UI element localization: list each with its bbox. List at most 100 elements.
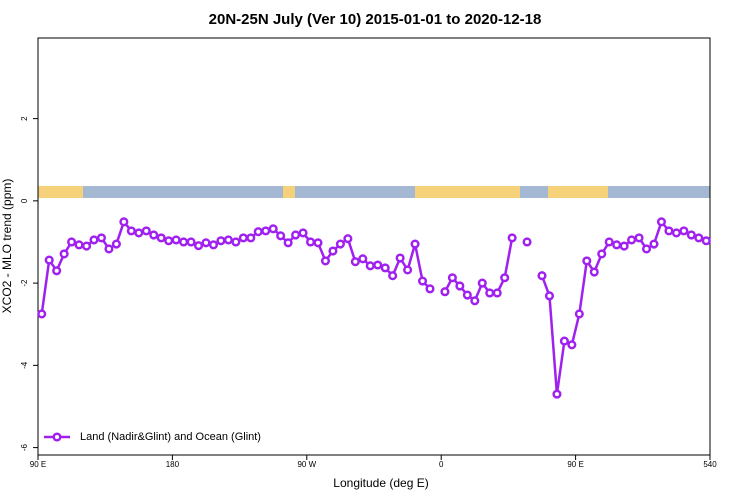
point [612,240,622,250]
point [44,255,54,265]
point [276,231,286,241]
point [37,309,47,319]
point [619,241,629,251]
point [216,236,226,246]
point [179,237,189,247]
legend-label: Land (Nadir&Glint) and Ocean (Glint) [80,431,261,443]
point [701,236,711,246]
point [96,233,107,243]
point [500,273,510,283]
y-tick-label: -6 [20,443,29,451]
point [320,256,331,266]
point [477,278,487,288]
point [52,266,62,276]
point [537,271,547,281]
legend-marker [52,432,62,442]
point [567,340,577,350]
point [343,234,353,244]
point [253,227,263,237]
y-axis-label: XCO2 - MLO trend (ppm) [0,179,14,314]
point [694,233,704,243]
x-tick-label: 540 [703,460,717,469]
series-line [40,219,707,395]
point [358,254,368,264]
point [470,296,480,306]
point [649,239,659,249]
point [193,241,204,251]
point [671,228,681,238]
point [238,233,248,243]
chart-title: 20N-25N July (Ver 10) 2015-01-01 to 2020… [209,11,542,28]
point [462,290,472,300]
y-tick-label: 2 [20,116,29,121]
point [664,226,674,236]
point [492,288,502,298]
point [373,260,383,270]
point [455,281,465,291]
point [350,257,360,267]
x-axis-label: Longitude (deg E) [333,476,428,490]
x-tick-label: 90 E [30,460,46,469]
point [597,249,607,259]
point [417,276,428,286]
point [89,235,99,245]
point [403,265,413,275]
point [559,336,569,346]
point [164,236,174,246]
point [447,273,457,283]
point [656,217,667,227]
point [604,237,614,247]
point [634,233,644,243]
point [156,233,166,243]
point [522,237,532,247]
x-tick-label: 90 W [297,460,316,469]
point [134,228,144,238]
point [410,239,420,249]
point [186,237,196,247]
y-tick-label: -2 [20,279,29,287]
point [686,230,696,240]
point [291,230,301,240]
point [59,249,69,259]
point [582,256,592,266]
plot-frame [37,37,711,456]
point [552,389,562,399]
point [149,230,159,240]
point [126,226,136,236]
point [231,237,241,247]
point [81,241,92,251]
point [268,224,278,234]
point [119,217,129,227]
point [328,246,338,256]
point [208,240,219,250]
point [365,261,375,271]
point [574,309,584,319]
point [425,284,435,294]
map-strip [38,186,710,198]
point [246,233,256,243]
point [485,288,495,298]
y-tick-label: -4 [20,361,29,369]
point [627,235,637,245]
point [111,239,121,249]
point [544,291,555,301]
point [283,238,293,248]
point [440,287,450,297]
point [335,239,345,249]
point [380,263,390,273]
point [171,235,181,245]
point [641,244,652,254]
point [74,240,84,250]
x-tick-label: 0 [439,460,444,469]
point [395,253,405,263]
point [313,238,323,248]
point [201,238,211,248]
point [141,226,151,236]
point [507,233,517,243]
point [589,267,599,277]
point [67,237,77,247]
point [679,226,689,236]
point [298,228,308,238]
point [305,237,316,247]
